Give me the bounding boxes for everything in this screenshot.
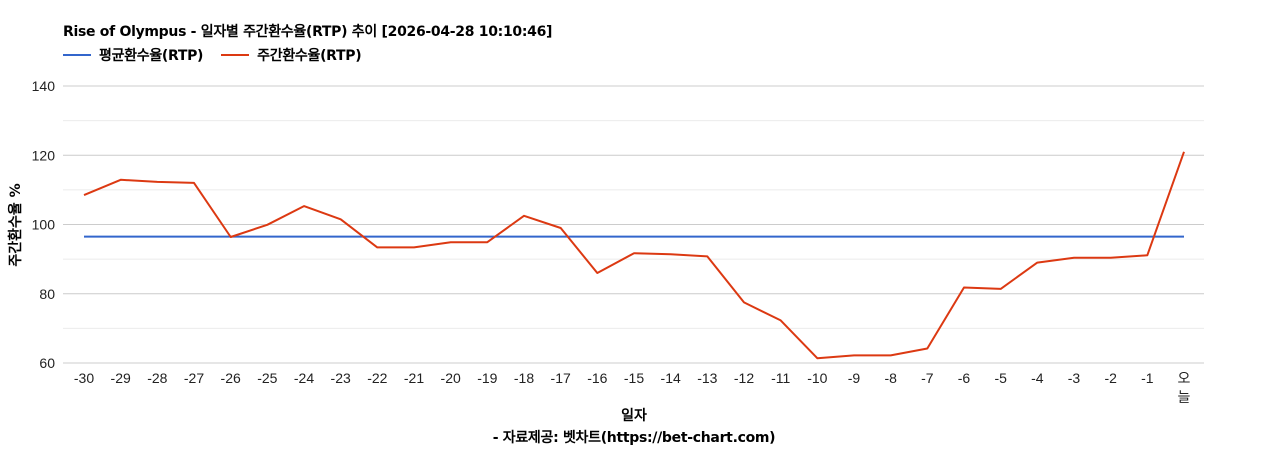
x-tick-label: -11 <box>771 370 790 386</box>
y-axis-title: 주간환수율 % <box>7 183 24 266</box>
x-tick-label: -12 <box>734 370 754 386</box>
x-tick-label: -5 <box>994 370 1007 386</box>
x-tick-label: -23 <box>331 370 351 386</box>
x-tick-label: -18 <box>514 370 534 386</box>
x-tick-label: -27 <box>184 370 204 386</box>
x-tick-label: -29 <box>111 370 131 386</box>
legend-label-average: 평균환수율(RTP) <box>99 48 204 64</box>
x-tick-label: -17 <box>551 370 571 386</box>
x-tick-label: -4 <box>1031 370 1044 386</box>
chart-title: Rise of Olympus - 일자별 주간환수율(RTP) 추이 [202… <box>63 24 553 40</box>
x-tick-label: -2 <box>1104 370 1117 386</box>
x-axis-title: 일자 <box>621 408 647 424</box>
x-tick-label: -3 <box>1068 370 1081 386</box>
x-tick-label: -21 <box>404 370 424 386</box>
legend-label-weekly: 주간환수율(RTP) <box>257 48 362 64</box>
legend-item-average-rtp[interactable]: 평균환수율(RTP) <box>63 45 203 65</box>
series-lines <box>83 151 1185 360</box>
y-tick-label: 120 <box>32 147 56 163</box>
x-tick-label: 늘 <box>1178 389 1191 405</box>
x-tick-label: -19 <box>477 370 497 386</box>
legend-swatch-weekly <box>221 54 250 56</box>
y-tick-label: 140 <box>32 78 56 94</box>
x-tick-label: -14 <box>661 370 681 386</box>
y-tick-label: 60 <box>39 355 55 371</box>
x-tick-label: -16 <box>587 370 607 386</box>
x-tick-label: -24 <box>294 370 314 386</box>
x-tick-label: -20 <box>441 370 461 386</box>
x-tick-label: -8 <box>884 370 897 386</box>
x-tick-label: -30 <box>74 370 94 386</box>
x-tick-label: -10 <box>807 370 827 386</box>
x-tick-label: -22 <box>367 370 387 386</box>
x-tick-label: 오 <box>1178 370 1191 386</box>
x-tick-label: -26 <box>221 370 241 386</box>
legend: 평균환수율(RTP) 주간환수율(RTP) <box>63 45 379 65</box>
x-tick-label: -7 <box>921 370 934 386</box>
x-axis-ticks: -30 -29 -28 -27 -26 -25 -24 -23 -22 -21 -20 -19 -18 -… <box>74 370 1191 405</box>
weekly-rtp-line[interactable] <box>83 151 1185 360</box>
x-tick-label: -13 <box>697 370 717 386</box>
x-tick-label: -15 <box>624 370 644 386</box>
y-tick-label: 100 <box>32 217 56 233</box>
x-tick-label: -28 <box>147 370 167 386</box>
y-axis-ticks: 60 80 100 120 140 <box>32 78 56 371</box>
data-source-credit: - 자료제공: 벳차트(https://bet-chart.com) <box>492 430 776 446</box>
gridlines <box>63 85 1204 364</box>
x-tick-label: -25 <box>257 370 277 386</box>
legend-swatch-average <box>63 54 91 56</box>
y-tick-label: 80 <box>39 286 55 302</box>
x-tick-label: -6 <box>958 370 971 386</box>
legend-item-weekly-rtp[interactable]: 주간환수율(RTP) <box>221 45 362 65</box>
x-tick-label: -1 <box>1141 370 1154 386</box>
x-tick-label: -9 <box>848 370 861 386</box>
